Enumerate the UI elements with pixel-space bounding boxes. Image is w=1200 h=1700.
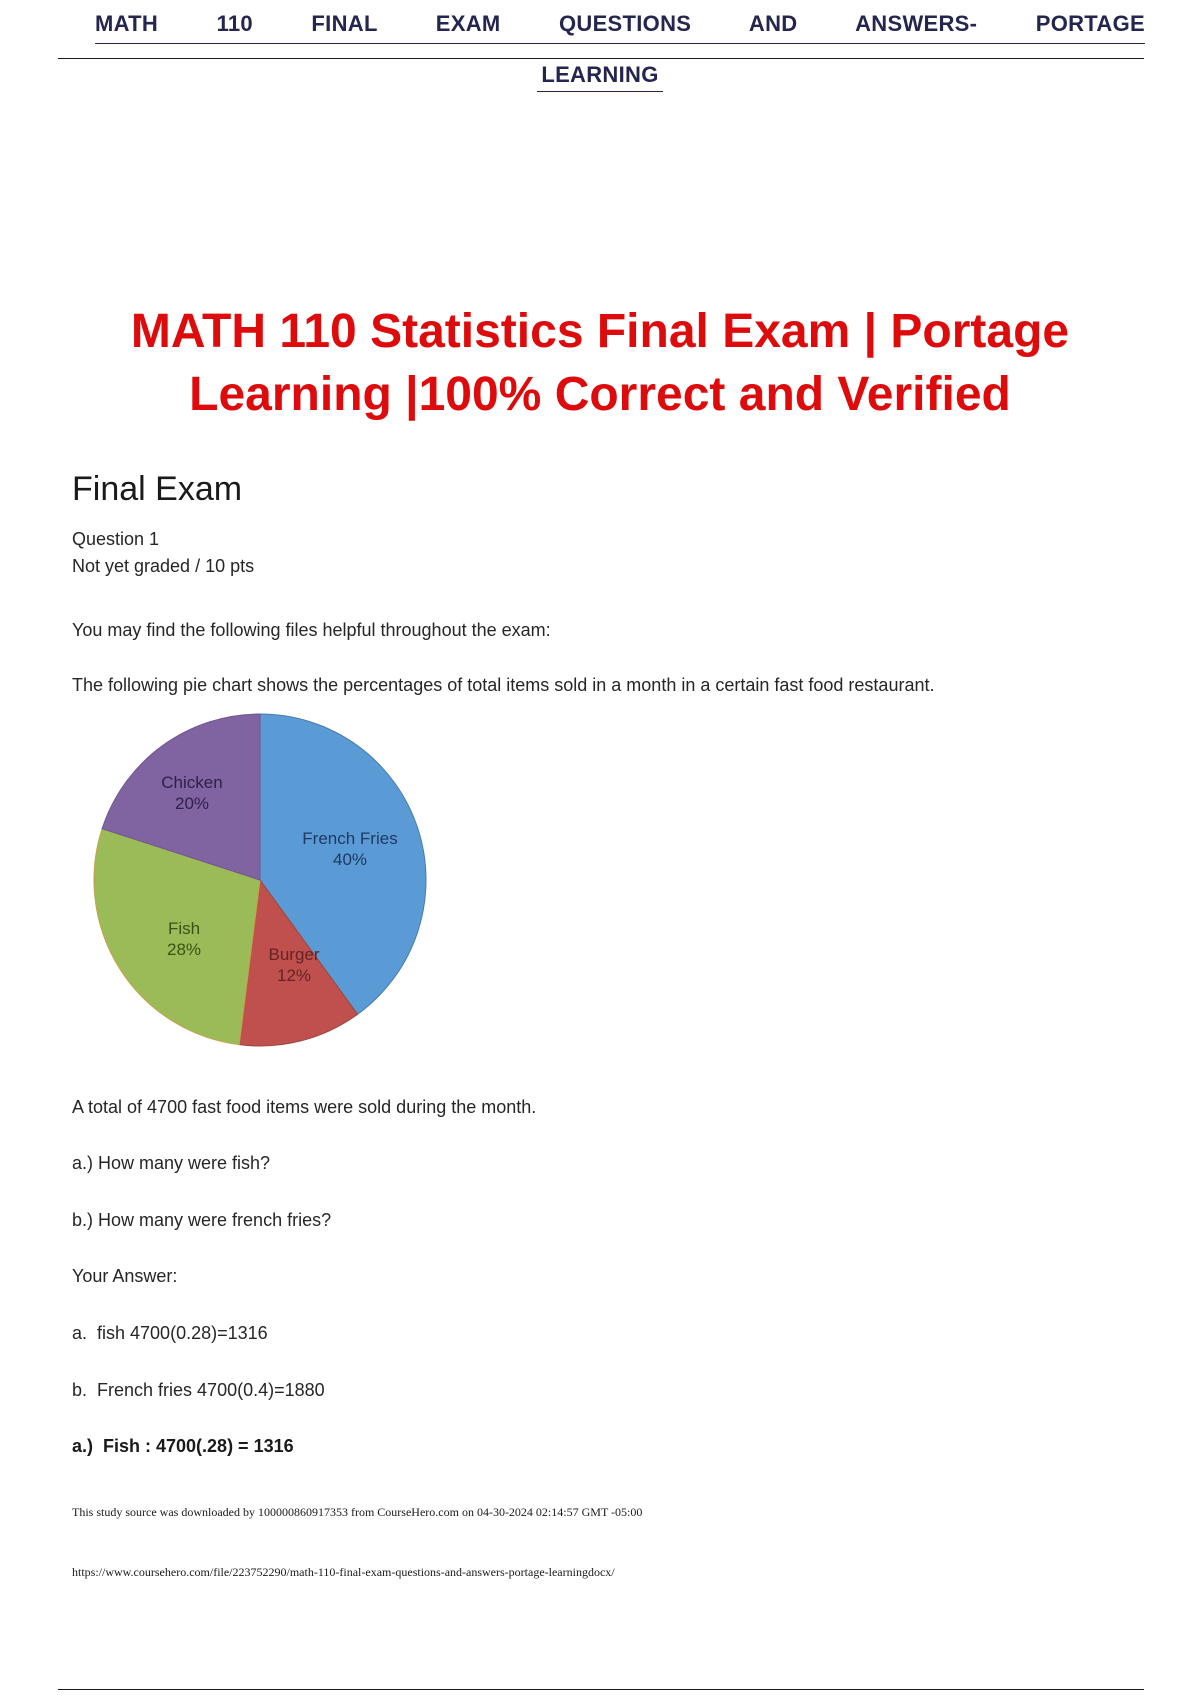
svg-text:Burger: Burger xyxy=(268,945,319,964)
svg-text:28%: 28% xyxy=(167,940,201,959)
svg-text:12%: 12% xyxy=(277,966,311,985)
svg-text:Chicken: Chicken xyxy=(161,773,222,792)
svg-text:40%: 40% xyxy=(333,850,367,869)
svg-text:20%: 20% xyxy=(175,794,209,813)
svg-text:French Fries: French Fries xyxy=(302,829,397,848)
svg-text:Fish: Fish xyxy=(168,919,200,938)
